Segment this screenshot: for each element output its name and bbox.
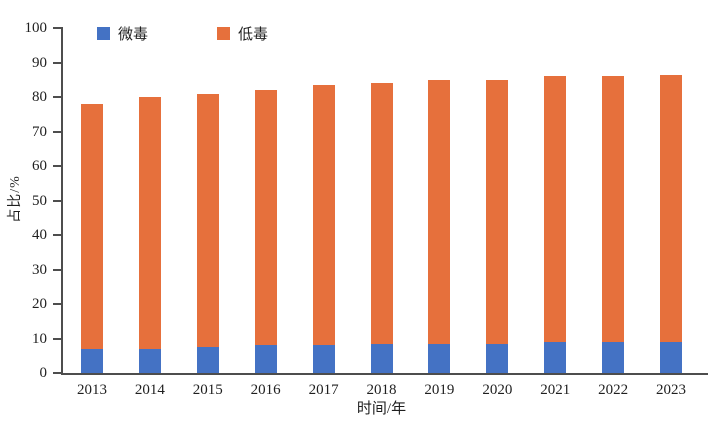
bar-segment <box>370 83 393 344</box>
plot-area: 0 10 20 30 40 50 60 70 80 90 100 2013 2014 2015 2016 20… <box>25 20 700 398</box>
bar-segment <box>138 348 161 373</box>
bar-segment <box>138 97 161 349</box>
x-axis-tick-label: 2020 <box>482 382 513 398</box>
x-axis-tick-label: 2018 <box>366 382 397 398</box>
legend-swatch-didu <box>217 26 230 40</box>
y-axis-tick-label: 10 <box>32 330 47 347</box>
bar-segment <box>312 345 335 373</box>
bar-segment <box>80 348 103 373</box>
y-axis-tick <box>53 303 61 305</box>
y-axis-tick <box>53 337 61 340</box>
y-axis-tick-label: 50 <box>32 192 47 209</box>
bar-segment <box>428 79 451 344</box>
legend-item-didu: 低毒 <box>217 25 269 43</box>
y-axis-tick-label: 0 <box>39 365 48 381</box>
bar-segment <box>486 79 509 344</box>
bar-segment <box>602 341 625 373</box>
y-axis-tick-label: 70 <box>32 123 47 140</box>
legend-item-weidu: 微毒 <box>97 25 149 43</box>
bar-segment <box>544 341 567 373</box>
y-axis-tick-label: 20 <box>32 296 47 312</box>
y-axis-tick <box>53 165 61 167</box>
y-axis-tick <box>53 234 61 236</box>
x-axis-tick-label: 2021 <box>540 382 571 398</box>
y-axis-tick <box>53 130 61 133</box>
y-axis-tick-label: 30 <box>32 261 47 278</box>
bar-segment <box>428 343 451 373</box>
bar-segment <box>486 343 509 373</box>
bar-segment <box>370 343 393 373</box>
bar-segment <box>196 347 219 373</box>
y-axis-tick-label: 100 <box>24 20 48 36</box>
x-axis-title: 时间/年 <box>356 401 407 417</box>
x-axis-tick-label: 2017 <box>308 382 339 398</box>
y-axis-tick-label: 90 <box>32 54 47 71</box>
y-axis-tick <box>53 61 61 64</box>
x-axis-tick-label: 2014 <box>134 382 165 398</box>
bar-segment <box>254 90 277 346</box>
x-axis-line <box>61 373 708 375</box>
x-axis-tick-label: 2019 <box>424 382 455 398</box>
y-axis-tick <box>53 268 61 271</box>
x-axis-tick-label: 2013 <box>76 382 107 398</box>
y-axis-tick <box>53 372 61 374</box>
y-axis-tick <box>53 96 61 98</box>
y-axis-line <box>61 27 63 375</box>
x-axis-tick-label: 2023 <box>656 382 687 398</box>
legend-label-weidu: 微毒 <box>118 26 149 43</box>
y-axis-tick <box>53 199 61 202</box>
bar-segment <box>660 74 683 342</box>
bar-segment <box>660 341 683 373</box>
x-axis-tick-label: 2016 <box>250 382 281 398</box>
x-axis-tick-label: 2022 <box>598 382 629 398</box>
y-axis-tick <box>53 27 61 29</box>
bar-segment <box>254 345 277 373</box>
bar-segment <box>544 76 567 342</box>
y-axis-tick-label: 60 <box>32 158 47 174</box>
bar-segment <box>602 76 625 342</box>
bar-segment <box>312 84 335 346</box>
bar-segment <box>196 93 219 348</box>
y-axis-tick-label: 80 <box>32 89 47 105</box>
bar-segment <box>80 103 103 349</box>
legend-swatch-weidu <box>97 26 110 40</box>
legend-label-didu: 低毒 <box>238 26 269 43</box>
x-axis-tick-label: 2015 <box>192 382 223 398</box>
y-axis-tick-label: 40 <box>32 227 47 243</box>
